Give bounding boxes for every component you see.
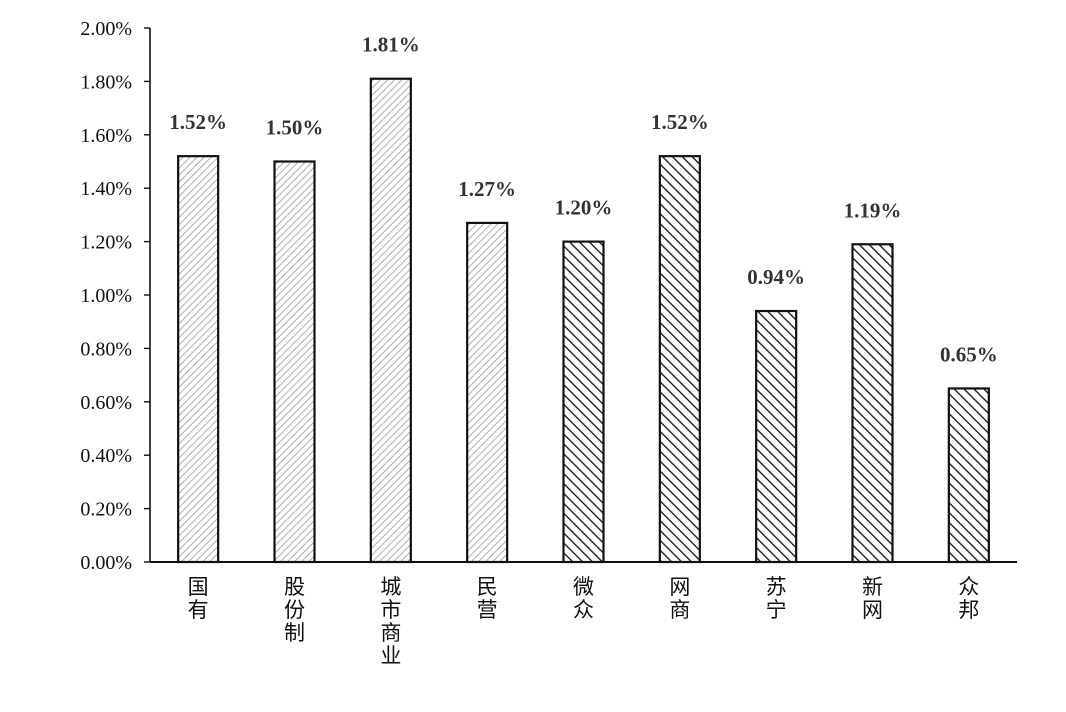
bar <box>851 243 894 564</box>
x-tick-label: 众邦 <box>958 575 979 622</box>
bar <box>755 309 798 564</box>
y-tick-label: 1.80% <box>80 71 132 93</box>
bars: 1.52% 1.50% 1.81% 1.27% 1.20% 1.52% 0.94% 1.19%… <box>169 33 998 564</box>
x-tick-label: 民营 <box>477 575 498 622</box>
y-tick-label: 1.00% <box>80 285 132 307</box>
y-axis: 0.00% 0.20% 0.40% 0.60% 0.80% 1.00% 1.20% 1.40%… <box>80 18 151 574</box>
data-label: 0.94% <box>747 265 805 289</box>
bar <box>177 155 220 564</box>
bar <box>947 387 990 564</box>
data-label: 1.81% <box>362 33 420 57</box>
x-tick-label: 股份制 <box>284 575 305 645</box>
y-tick-label: 0.60% <box>80 392 132 414</box>
bar <box>466 221 509 564</box>
y-tick-label: 0.20% <box>80 499 132 521</box>
y-tick-label: 1.60% <box>80 125 132 147</box>
x-tick-label: 国有 <box>188 575 209 622</box>
data-label: 0.65% <box>940 342 998 366</box>
bar <box>658 155 701 564</box>
x-tick-label: 苏宁 <box>766 575 787 622</box>
y-tick-label: 1.40% <box>80 178 132 200</box>
data-label: 1.52% <box>169 110 227 134</box>
y-tick-label: 0.00% <box>80 552 132 574</box>
bar <box>562 240 605 564</box>
y-tick-label: 0.80% <box>80 338 132 360</box>
y-tick-label: 2.00% <box>80 18 132 40</box>
bar <box>369 77 412 564</box>
y-tick-label: 0.40% <box>80 445 132 467</box>
x-tick-label: 网商 <box>669 575 690 622</box>
data-label: 1.52% <box>651 110 709 134</box>
x-tick-label: 新网 <box>862 575 883 622</box>
bar <box>273 160 316 564</box>
x-tick-label: 微众 <box>573 575 594 622</box>
x-axis: 国有 股份制 城市商业 民营 微众 网商 苏宁 新网 众邦 <box>150 561 1017 668</box>
data-label: 1.20% <box>555 196 613 220</box>
data-label: 1.27% <box>458 177 516 201</box>
y-tick-label: 1.20% <box>80 232 132 254</box>
x-tick-label: 城市商业 <box>380 575 401 668</box>
data-label: 1.50% <box>266 116 324 140</box>
data-label: 1.19% <box>844 198 902 222</box>
